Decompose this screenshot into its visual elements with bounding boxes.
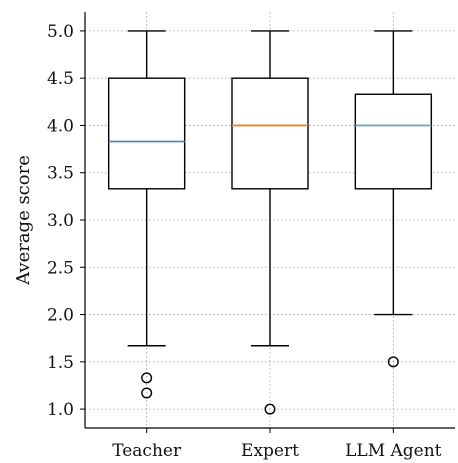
y-tick-label: 1.0 <box>47 400 74 420</box>
y-tick-label: 3.5 <box>47 164 74 184</box>
tick-layer: 1.0 1.5 2.0 2.5 3.0 3.5 4.0 4.5 5.0 Teacher Expert… <box>47 22 442 461</box>
outlier-point <box>141 387 153 399</box>
y-tick-label: 5.0 <box>47 22 74 42</box>
iqr-box <box>107 77 186 190</box>
y-tick-label: 1.5 <box>47 353 74 373</box>
y-tick-label: 4.0 <box>47 116 74 136</box>
outlier-point <box>264 403 276 415</box>
iqr-box <box>354 93 433 190</box>
x-tick-label: LLM Agent <box>345 441 442 461</box>
y-axis-label: Average score <box>13 155 34 286</box>
box-layer <box>107 30 433 415</box>
outlier-point <box>387 356 399 368</box>
box-group-llm-agent <box>354 30 433 368</box>
y-tick-label: 2.5 <box>47 258 74 278</box>
y-tick-label: 3.0 <box>47 211 74 231</box>
box-group-expert <box>231 30 309 415</box>
iqr-box <box>231 77 309 190</box>
outlier-point <box>141 372 153 384</box>
x-tick-label: Teacher <box>112 441 182 461</box>
box-group-teacher <box>107 30 186 399</box>
x-tick-label: Expert <box>241 441 299 461</box>
y-tick-label: 2.0 <box>47 306 74 326</box>
y-tick-label: 4.5 <box>47 69 74 89</box>
